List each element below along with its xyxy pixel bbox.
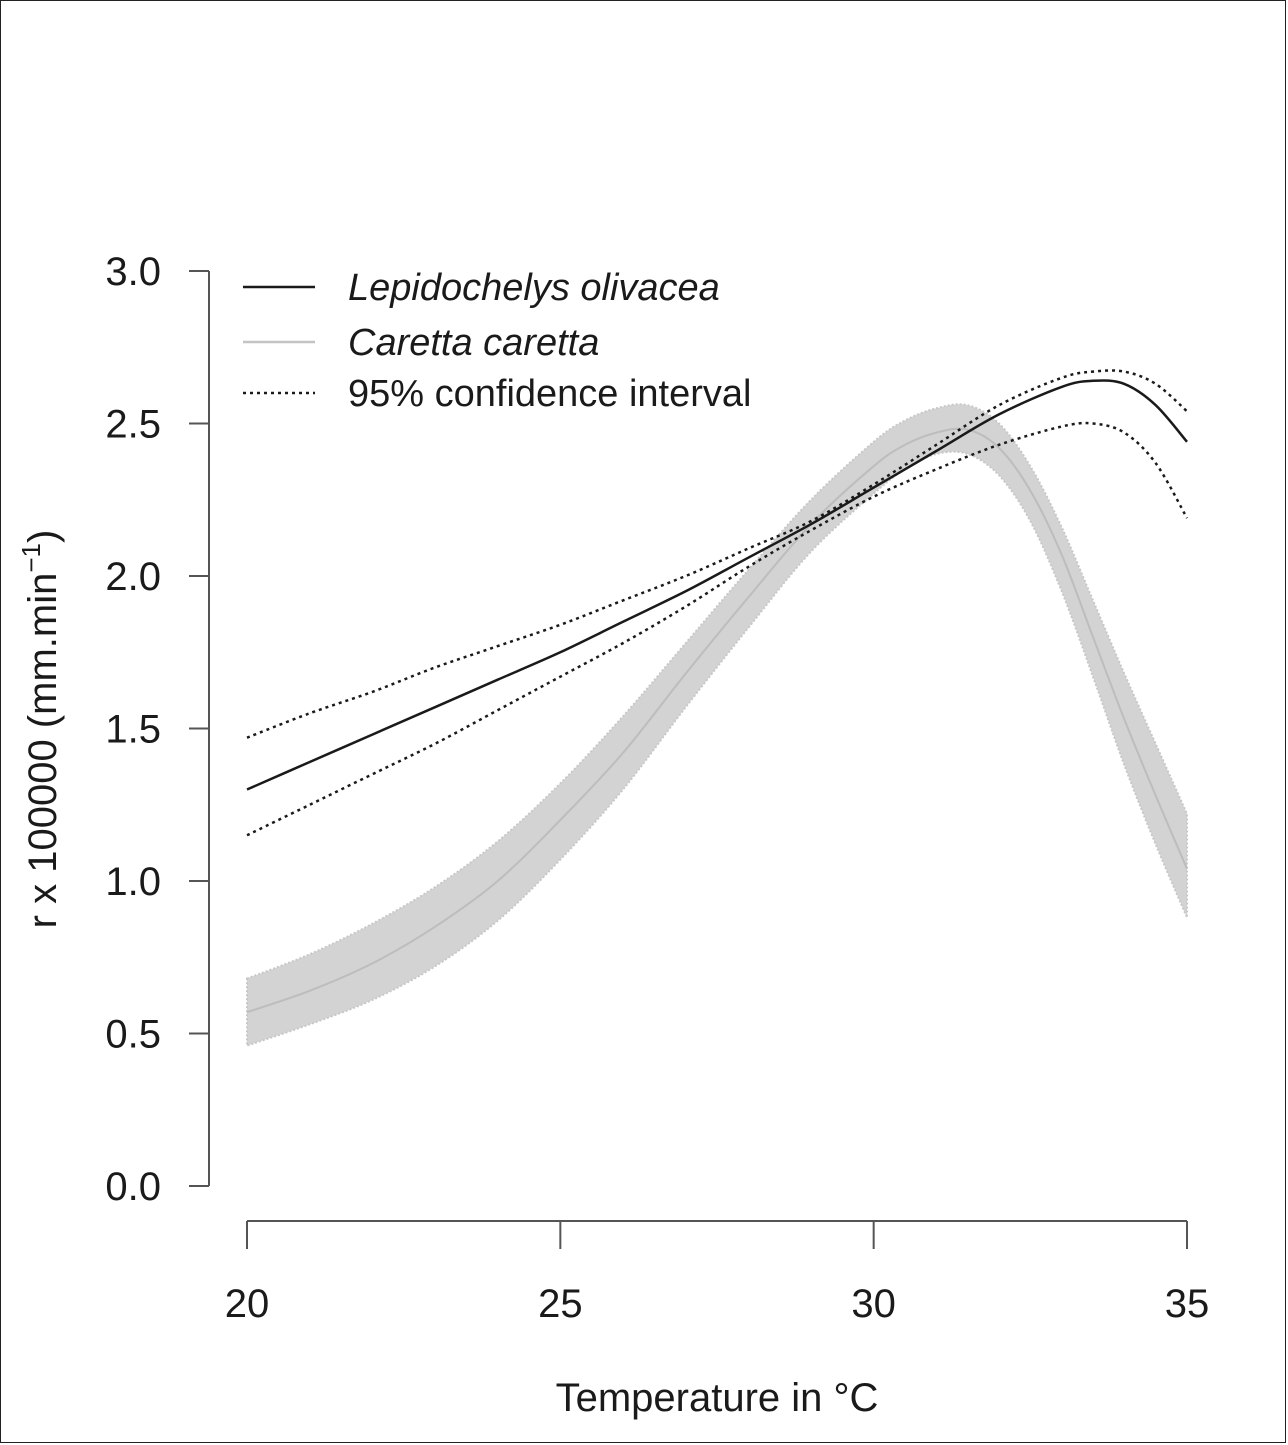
y-tick-label: 0.5: [105, 1013, 161, 1057]
lepidochelys-ci-lower-line: [246, 421, 1189, 837]
legend-label: 95% confidence interval: [348, 373, 751, 415]
y-tick-label: 2.5: [105, 403, 161, 447]
x-tick-label: 25: [538, 1282, 583, 1326]
y-axis-title-close: ): [21, 530, 65, 543]
y-tick-label: 2.0: [105, 555, 161, 599]
series-lines: [246, 369, 1189, 1014]
y-tick-label: 0.0: [105, 1165, 161, 1209]
y-tick-label: 3.0: [105, 250, 161, 294]
legend: Lepidochelys olivacea Caretta caretta 95% …: [243, 267, 751, 415]
y-tick-label: 1.0: [105, 860, 161, 904]
caretta-caretta-ci-band: [246, 403, 1188, 1048]
x-tick-label: 35: [1165, 1282, 1210, 1326]
x-tick-label: 20: [225, 1282, 270, 1326]
y-axis-title-superscript: −1: [16, 543, 46, 573]
y-axis-title: r x 100000 (mm.min−1): [16, 530, 65, 929]
x-tick-label: 30: [851, 1282, 896, 1326]
confidence-bands: [246, 403, 1188, 1048]
caretta-caretta-line: [246, 427, 1188, 1014]
legend-label: Caretta caretta: [348, 322, 599, 364]
lepidochelys-olivacea-line: [246, 379, 1188, 791]
y-tick-label: 1.5: [105, 708, 161, 752]
legend-label: Lepidochelys olivacea: [348, 267, 720, 309]
y-axis-title-main: r x 100000 (mm.min: [21, 573, 65, 929]
lepidochelys-ci-upper-line: [246, 369, 1188, 739]
axes: 0.0 0.5 1.0 1.5 2.0 2.5 3.0 20 25 30 35: [105, 250, 1209, 1326]
x-axis-title: Temperature in °C: [556, 1376, 879, 1420]
